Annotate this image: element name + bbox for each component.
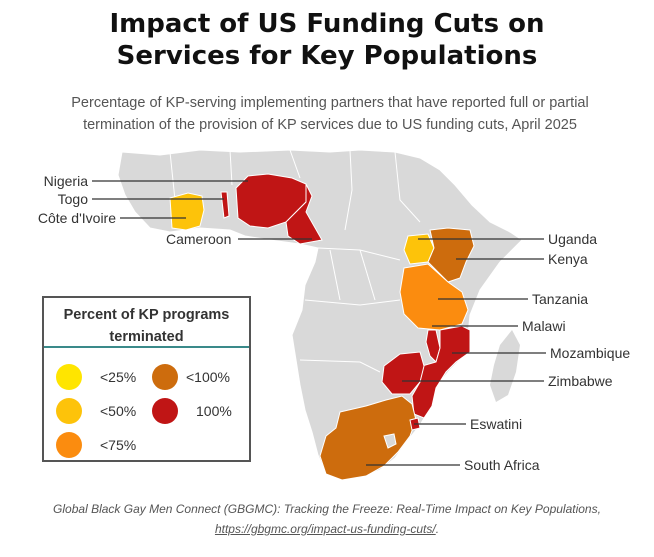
label-malawi: Malawi (522, 318, 566, 334)
legend-swatch-lt75 (56, 432, 82, 458)
country-tanzania (399, 263, 469, 331)
legend-label-lt75: <75% (100, 437, 137, 453)
label-cote-divoire: Côte d'Ivoire (38, 210, 116, 226)
label-togo: Togo (58, 191, 89, 207)
legend-swatch-lt25 (56, 364, 82, 390)
lesotho (383, 433, 397, 449)
legend-title: Percent of KP programs terminated (44, 298, 249, 348)
source-text: Global Black Gay Men Connect (GBGMC): Tr… (53, 502, 601, 516)
title-line-1: Impact of US Funding Cuts on (109, 9, 545, 39)
label-zimbabwe: Zimbabwe (548, 373, 613, 389)
label-south-africa: South Africa (464, 457, 540, 473)
label-kenya: Kenya (548, 251, 588, 267)
label-nigeria: Nigeria (44, 173, 89, 189)
label-tanzania: Tanzania (532, 291, 588, 307)
country-cameroon (285, 183, 323, 245)
source-url-link[interactable]: https://gbgmc.org/impact-us-funding-cuts… (214, 522, 436, 536)
legend-label-lt50: <50% (100, 403, 137, 419)
title-line-2: Services for Key Populations (116, 41, 538, 71)
country-south-africa (319, 395, 417, 481)
legend-label-lt25: <25% (100, 369, 137, 385)
label-uganda: Uganda (548, 231, 597, 247)
country-zimbabwe (381, 351, 425, 395)
label-eswatini: Eswatini (470, 416, 522, 432)
madagascar (490, 330, 520, 402)
leader-lines (92, 180, 546, 466)
label-mozambique: Mozambique (550, 345, 630, 361)
legend-item-lt100: <100% (152, 364, 230, 390)
legend: Percent of KP programs terminated <25% <… (42, 296, 251, 462)
legend-swatch-lt100 (152, 364, 178, 390)
source-footer: Global Black Gay Men Connect (GBGMC): Tr… (20, 499, 634, 539)
legend-label-lt100: <100% (186, 369, 230, 385)
subtitle: Percentage of KP-serving implementing pa… (71, 95, 589, 133)
legend-swatch-full (152, 398, 178, 424)
source-end: . (435, 522, 440, 536)
source-url-line: https://gbgmc.org/impact-us-funding-cuts… (20, 519, 634, 539)
legend-item-lt50: <50% (56, 398, 136, 424)
label-cameroon: Cameroon (166, 231, 231, 247)
country-mozambique (411, 325, 471, 419)
legend-item-lt75: <75% (56, 432, 136, 458)
legend-label-full: 100% (196, 403, 232, 419)
legend-item-lt25: <25% (56, 364, 136, 390)
country-kenya (427, 227, 475, 283)
legend-swatch-lt50 (56, 398, 82, 424)
page-title: Impact of US Funding Cuts on Services fo… (0, 8, 654, 72)
country-borders (169, 149, 421, 373)
country-cote-divoire (169, 192, 205, 231)
legend-item-full: 100% (152, 398, 232, 424)
